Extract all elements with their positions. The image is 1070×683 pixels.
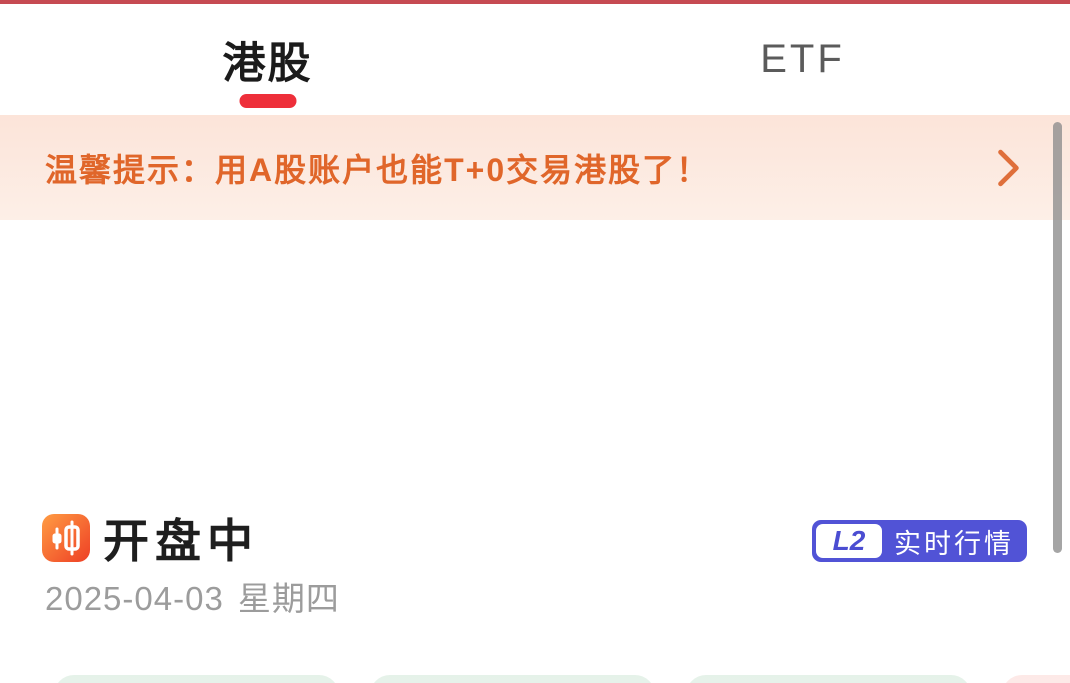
weekday-value: 星期四 — [237, 580, 340, 617]
l2-realtime-quotes-badge[interactable]: L2 实时行情 — [812, 520, 1027, 562]
tab-etf-label: ETF — [760, 37, 845, 81]
index-cards-row: 恒生指数 22814.50 -388.03 -1.67% 国企指数 8401.0… — [54, 675, 1070, 683]
candlestick-icon — [42, 514, 90, 562]
index-card-hsi[interactable]: 恒生指数 22814.50 -388.03 -1.67% — [54, 675, 339, 683]
tab-etf[interactable]: ETF — [535, 4, 1070, 115]
tab-hk-stocks[interactable]: 港股 — [0, 4, 535, 115]
market-tabbar: 港股 ETF — [0, 4, 1070, 115]
tab-hk-stocks-label: 港股 — [222, 39, 313, 88]
chevron-right-icon[interactable] — [996, 149, 1022, 187]
index-card-partial[interactable]: A + — [1002, 675, 1070, 683]
date-value: 2025-04-03 — [45, 580, 224, 617]
l2-badge-label: 实时行情 — [894, 528, 1014, 559]
top-accent-line — [0, 0, 1070, 4]
market-status-row: 开盘中 — [42, 505, 259, 571]
notice-banner[interactable]: 温馨提示：用A股账户也能T+0交易港股了！ — [0, 115, 1070, 220]
index-card-hstech[interactable]: 恒生科技指数 5303.98 -122.46 -2.26% — [686, 675, 971, 683]
vertical-scrollbar-thumb[interactable] — [1053, 122, 1062, 553]
l2-logo: L2 — [816, 524, 882, 558]
index-card-hscei[interactable]: 国企指数 8401.00 -130.51 -1.53% — [370, 675, 655, 683]
market-overview-panel: 开盘中 L2 实时行情 2025-04-03 星期四 恒生指数 22814.50 … — [0, 220, 1070, 683]
notice-banner-text: 温馨提示：用A股账户也能T+0交易港股了！ — [45, 151, 711, 188]
active-tab-indicator — [239, 94, 296, 108]
market-status-label: 开盘中 — [103, 515, 259, 567]
trading-date: 2025-04-03 星期四 — [45, 572, 340, 620]
